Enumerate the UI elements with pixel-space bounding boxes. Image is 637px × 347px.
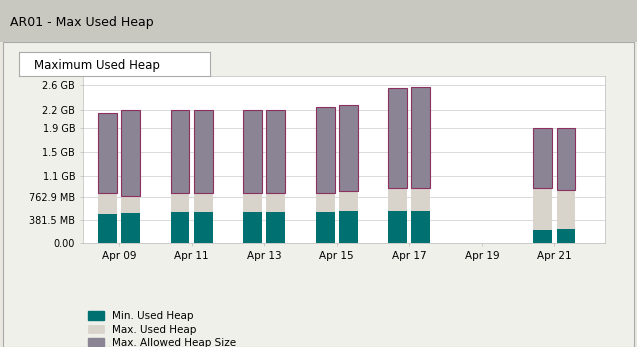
Bar: [98, 193, 117, 214]
Bar: [339, 211, 358, 243]
Text: AR01 - Max Used Heap: AR01 - Max Used Heap: [10, 16, 153, 29]
Bar: [388, 88, 407, 188]
Bar: [121, 110, 140, 196]
Bar: [266, 110, 285, 193]
Bar: [412, 188, 431, 211]
Bar: [412, 211, 431, 243]
Bar: [194, 212, 213, 243]
Bar: [171, 110, 189, 193]
Bar: [339, 192, 358, 211]
Bar: [412, 87, 431, 188]
Bar: [316, 212, 334, 243]
Bar: [243, 193, 262, 212]
Bar: [388, 188, 407, 211]
Bar: [243, 212, 262, 243]
Bar: [121, 196, 140, 213]
Bar: [266, 193, 285, 212]
Bar: [171, 193, 189, 212]
Bar: [557, 190, 575, 229]
Bar: [243, 110, 262, 193]
Bar: [98, 214, 117, 243]
Bar: [194, 193, 213, 212]
Bar: [266, 212, 285, 243]
Bar: [316, 107, 334, 193]
Bar: [171, 212, 189, 243]
Bar: [98, 113, 117, 193]
Bar: [121, 213, 140, 243]
Bar: [533, 128, 552, 188]
Bar: [388, 211, 407, 243]
Legend: Min. Used Heap, Max. Used Heap, Max. Allowed Heap Size: Min. Used Heap, Max. Used Heap, Max. All…: [88, 311, 236, 347]
Bar: [194, 110, 213, 193]
Bar: [316, 193, 334, 212]
Bar: [533, 230, 552, 243]
Bar: [339, 105, 358, 192]
Bar: [557, 128, 575, 190]
Bar: [533, 188, 552, 230]
Text: Maximum Used Heap: Maximum Used Heap: [34, 59, 161, 72]
Bar: [557, 229, 575, 243]
